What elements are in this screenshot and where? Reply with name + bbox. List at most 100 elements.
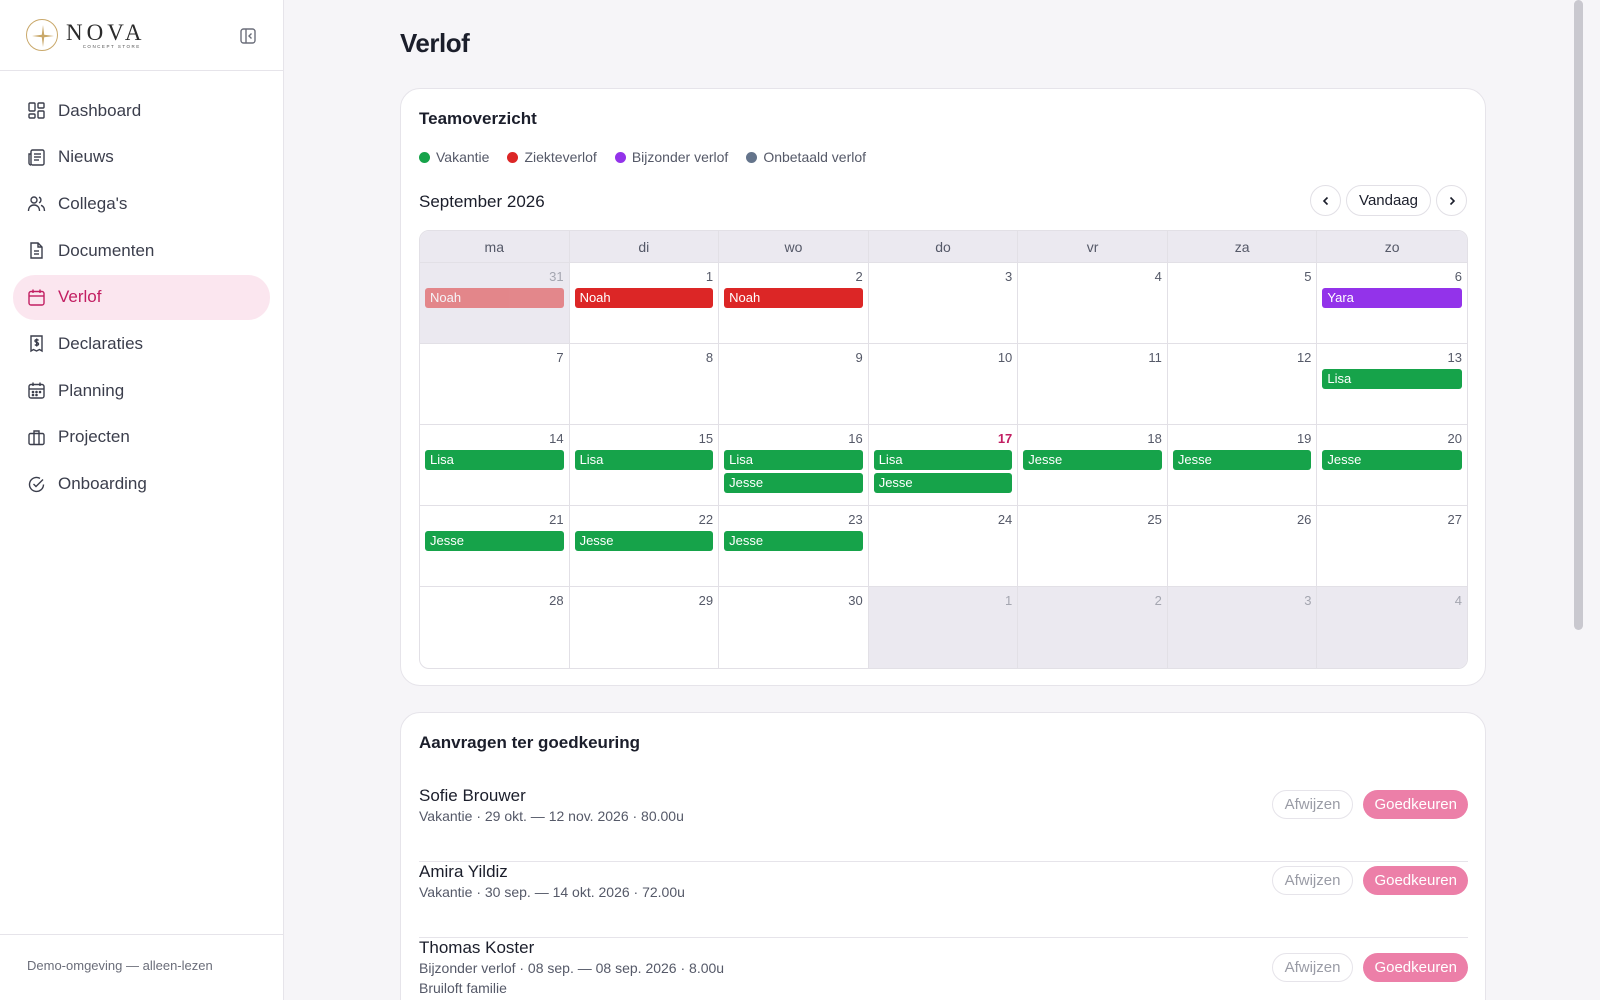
calendar-day[interactable]: 14 Lisa — [420, 425, 570, 506]
calendar-day[interactable]: 1 — [868, 587, 1019, 668]
calendar-day[interactable]: 26 — [1167, 506, 1318, 587]
sidebar-item-label: Projecten — [58, 427, 130, 447]
brand-name: NOVA — [66, 19, 146, 45]
legend-label: Vakantie — [436, 149, 490, 165]
sidebar-item-label: Verlof — [58, 287, 102, 307]
calendar-day[interactable]: 23 Jesse — [719, 506, 869, 587]
reject-button[interactable]: Afwijzen — [1271, 953, 1354, 982]
calendar-day[interactable]: 16 Lisa Jesse — [719, 425, 869, 506]
calendar-day[interactable]: 8 — [569, 344, 720, 425]
calendar-day[interactable]: 30 — [719, 587, 869, 668]
reject-button[interactable]: Afwijzen — [1271, 790, 1354, 819]
sidebar-item-collegas[interactable]: Collega's — [13, 181, 270, 226]
calendar-day[interactable]: 3 — [868, 263, 1019, 344]
leave-event[interactable]: Jesse — [724, 473, 863, 493]
previous-month-button[interactable] — [1310, 185, 1342, 216]
today-button[interactable]: Vandaag — [1346, 185, 1431, 216]
leave-event[interactable]: Noah — [724, 288, 863, 308]
calendar-day[interactable]: 20 Jesse — [1317, 425, 1467, 506]
leave-event[interactable]: Noah — [574, 288, 714, 308]
legend-dot — [419, 151, 430, 163]
leave-event[interactable]: Lisa — [1322, 369, 1462, 389]
calendar-day[interactable]: 31 Noah — [420, 263, 570, 344]
day-number: 16 — [848, 431, 863, 446]
calendar-day[interactable]: 24 — [868, 506, 1019, 587]
brand-logo[interactable]: NOVA CONCEPT STORE — [26, 19, 145, 51]
calendar-day[interactable]: 4 — [1317, 587, 1467, 668]
scrollbar[interactable] — [1568, 0, 1600, 1000]
day-number: 2 — [1154, 593, 1162, 608]
leave-event[interactable]: Noah — [425, 288, 564, 308]
calendar-day[interactable]: 6 Yara — [1317, 263, 1467, 344]
calendar-day[interactable]: 19 Jesse — [1167, 425, 1318, 506]
sidebar-header: NOVA CONCEPT STORE — [0, 0, 283, 71]
calendar-day[interactable]: 5 — [1167, 263, 1318, 344]
sidebar-item-label: Documenten — [58, 240, 155, 260]
leave-event[interactable]: Lisa — [574, 450, 714, 470]
calendar-day[interactable]: 25 — [1018, 506, 1168, 587]
calendar-day[interactable]: 4 — [1018, 263, 1168, 344]
calendar-day[interactable]: 15 Lisa — [569, 425, 720, 506]
calendar-day[interactable]: 11 — [1018, 344, 1168, 425]
calendar-day[interactable]: 2 — [1018, 587, 1168, 668]
leave-event[interactable]: Jesse — [425, 531, 564, 551]
brand-tagline: CONCEPT STORE — [82, 43, 141, 49]
reject-button[interactable]: Afwijzen — [1271, 866, 1354, 895]
leave-event[interactable]: Jesse — [724, 531, 863, 551]
scrollbar-thumb[interactable] — [1574, 0, 1583, 630]
calendar-day[interactable]: 17 Lisa Jesse — [868, 425, 1019, 506]
leave-event[interactable]: Yara — [1322, 288, 1462, 308]
sidebar-item-declaraties[interactable]: Declaraties — [13, 321, 270, 366]
calendar-day[interactable]: 9 — [719, 344, 869, 425]
day-number: 2 — [855, 269, 863, 284]
calendar-day[interactable]: 1 Noah — [569, 263, 720, 344]
day-number: 1 — [1005, 593, 1013, 608]
calendar-day[interactable]: 29 — [570, 587, 720, 668]
day-number: 12 — [1296, 350, 1312, 365]
day-number: 4 — [1154, 269, 1162, 284]
calendar-day[interactable]: 27 — [1317, 506, 1467, 587]
calendar-day[interactable]: 22 Jesse — [569, 506, 720, 587]
calendar-day[interactable]: 3 — [1167, 587, 1318, 668]
day-number: 19 — [1296, 431, 1312, 446]
calendar-day[interactable]: 12 — [1167, 344, 1318, 425]
sidebar-item-nieuws[interactable]: Nieuws — [13, 135, 270, 180]
sidebar-collapse-icon[interactable] — [239, 27, 257, 45]
leave-event[interactable]: Jesse — [873, 473, 1013, 493]
calendar-day[interactable]: 10 — [868, 344, 1019, 425]
approve-button[interactable]: Goedkeuren — [1363, 953, 1468, 982]
document-icon — [27, 241, 46, 260]
sidebar-item-onboarding[interactable]: Onboarding — [13, 462, 270, 507]
request-name: Sofie Brouwer — [419, 786, 526, 805]
next-month-button[interactable] — [1436, 185, 1467, 216]
calendar-day[interactable]: 2 Noah — [719, 263, 869, 344]
leave-event[interactable]: Jesse — [574, 531, 714, 551]
card-title: Aanvragen ter goedkeuring — [419, 733, 641, 752]
leave-event[interactable]: Lisa — [724, 450, 863, 470]
leave-event[interactable]: Lisa — [873, 450, 1013, 470]
leave-event[interactable]: Jesse — [1023, 450, 1162, 470]
leave-event[interactable]: Lisa — [425, 450, 564, 470]
dashboard-icon — [27, 101, 46, 120]
sidebar-item-projecten[interactable]: Projecten — [13, 415, 270, 460]
leave-event[interactable]: Jesse — [1322, 450, 1462, 470]
logo-star-icon — [26, 19, 58, 51]
weekday-label: di — [570, 231, 720, 262]
leave-event[interactable]: Jesse — [1172, 450, 1312, 470]
calendar-day[interactable]: 7 — [420, 344, 570, 425]
calendar-day[interactable]: 18 Jesse — [1018, 425, 1168, 506]
approve-button[interactable]: Goedkeuren — [1363, 866, 1468, 895]
sidebar-item-documenten[interactable]: Documenten — [13, 228, 270, 273]
check-circle-icon — [27, 475, 46, 494]
calendar-day[interactable]: 28 — [420, 587, 570, 668]
day-number: 26 — [1296, 512, 1312, 527]
sidebar-item-verlof[interactable]: Verlof — [13, 274, 270, 320]
calendar-day[interactable]: 13 Lisa — [1317, 344, 1467, 425]
sidebar-item-dashboard[interactable]: Dashboard — [13, 88, 270, 133]
approve-button[interactable]: Goedkeuren — [1363, 790, 1468, 819]
sidebar-item-label: Collega's — [58, 193, 128, 213]
sidebar-item-planning[interactable]: Planning — [13, 368, 270, 413]
calendar-day[interactable]: 21 Jesse — [420, 506, 570, 587]
calendar-grid: ma di wo do vr za zo 31 Noah 1 Noah 2 Noah 3 4 5… — [419, 230, 1468, 669]
sidebar: NOVA CONCEPT STORE Dashboard Nieuws — [0, 0, 284, 1000]
